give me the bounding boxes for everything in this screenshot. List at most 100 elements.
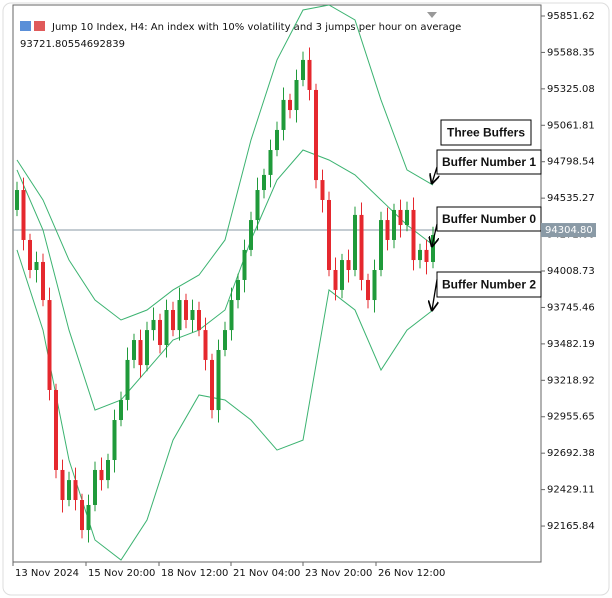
x-tick-label: 21 Nov 04:00 (233, 568, 300, 579)
x-tick-label: 15 Nov 20:00 (88, 568, 155, 579)
annotation-box (436, 271, 542, 298)
candle-body (86, 504, 91, 531)
icon (20, 21, 31, 31)
x-tick-label: 26 Nov 12:00 (378, 568, 445, 579)
x-tick-label: 23 Nov 20:00 (305, 568, 372, 579)
annotation-text: Three Buffers (447, 126, 525, 140)
y-tick-label: 92165.84 (547, 521, 595, 532)
candle-body (151, 319, 156, 331)
annotation-text: Buffer Number 1 (442, 155, 536, 169)
candle-body (47, 300, 52, 390)
annotation-text: Buffer Number 2 (442, 278, 536, 292)
candle-body (80, 500, 84, 531)
chart-title: Jump 10 Index, H4: An index with 10% vol… (51, 22, 461, 33)
candle-body (119, 399, 123, 421)
candle-body (288, 99, 292, 111)
annotation-box (440, 119, 532, 146)
candle-body (164, 310, 169, 346)
candle-body (398, 209, 403, 226)
annotation-box (436, 206, 542, 232)
candle-body (255, 190, 260, 221)
y-tick-label: 92955.65 (547, 412, 595, 423)
candle-body (190, 310, 195, 320)
candle-body (301, 59, 305, 81)
candle-body (93, 469, 97, 505)
candle-body (392, 209, 396, 240)
candle-body (236, 279, 240, 301)
price-label: 94304.80 (545, 225, 593, 236)
candle-body (54, 389, 58, 470)
annotation-arrow (432, 223, 437, 246)
plot (13, 5, 541, 561)
candle-body (203, 330, 208, 360)
candle-body (418, 249, 422, 261)
y-tick-label: 95061.81 (547, 120, 595, 131)
candle-body (353, 214, 357, 271)
icon (34, 21, 45, 31)
price-label-bg (541, 223, 596, 238)
candle-body (184, 300, 188, 320)
candle-body (158, 319, 162, 346)
candle-body (366, 279, 370, 301)
candle-body (41, 261, 45, 301)
candle-body (138, 340, 143, 366)
candle-body (73, 480, 78, 501)
candle-body (372, 270, 377, 301)
annotation-arrow (432, 279, 437, 311)
candle-body (28, 239, 32, 271)
candle-body (229, 300, 234, 331)
y-tick-label: 93482.19 (547, 339, 595, 350)
band-line (16, 5, 434, 321)
candle-body (314, 89, 318, 181)
band-line (16, 149, 434, 411)
annotation-arrow (432, 166, 437, 183)
candle-body (346, 260, 351, 271)
candle-body (294, 80, 299, 111)
candle-body (223, 330, 227, 350)
candle-body (333, 270, 338, 290)
candle-body (262, 174, 266, 191)
shift-marker (427, 12, 437, 18)
candle-body (21, 190, 26, 240)
candle-body (99, 469, 104, 481)
candle-body (177, 300, 182, 331)
candle-body (171, 310, 175, 331)
candle-body (275, 129, 279, 151)
candle-body (379, 220, 383, 271)
candle-body (340, 260, 344, 290)
y-tick-label: 94798.54 (547, 157, 595, 168)
candle-body (327, 199, 331, 271)
candle-body (320, 180, 325, 200)
candle-body (34, 261, 39, 271)
candle-body (424, 249, 429, 262)
candle-body (197, 310, 201, 331)
y-tick-label: 95325.08 (547, 84, 595, 95)
y-tick-label: 93745.46 (547, 302, 595, 313)
candle-body (411, 209, 416, 261)
band-line (16, 249, 434, 561)
y-tick-label: 94008.73 (547, 266, 595, 277)
candle-body (268, 150, 273, 175)
y-tick-label: 94535.27 (547, 193, 595, 204)
candle-body (67, 480, 71, 501)
candle-body (307, 59, 312, 90)
candle-body (112, 420, 117, 461)
candle-body (60, 469, 65, 501)
candle-body (15, 190, 19, 210)
y-tick-label: 93218.92 (547, 375, 595, 386)
candle-body (210, 359, 214, 411)
candle-body (281, 99, 286, 130)
annotation-text: Buffer Number 0 (442, 212, 536, 226)
candle-body (249, 220, 253, 250)
y-tick-label: 92692.38 (547, 448, 595, 459)
candle-body (359, 214, 364, 280)
candle-body (405, 209, 409, 226)
candle-body (216, 349, 221, 411)
candle-body (145, 330, 149, 366)
y-tick-label: 95851.62 (547, 11, 595, 22)
candle-body (132, 340, 136, 360)
candle-body (385, 220, 390, 240)
overlay: Three Buffers Buffer Number 1 Buffer Numbe… (432, 119, 542, 311)
